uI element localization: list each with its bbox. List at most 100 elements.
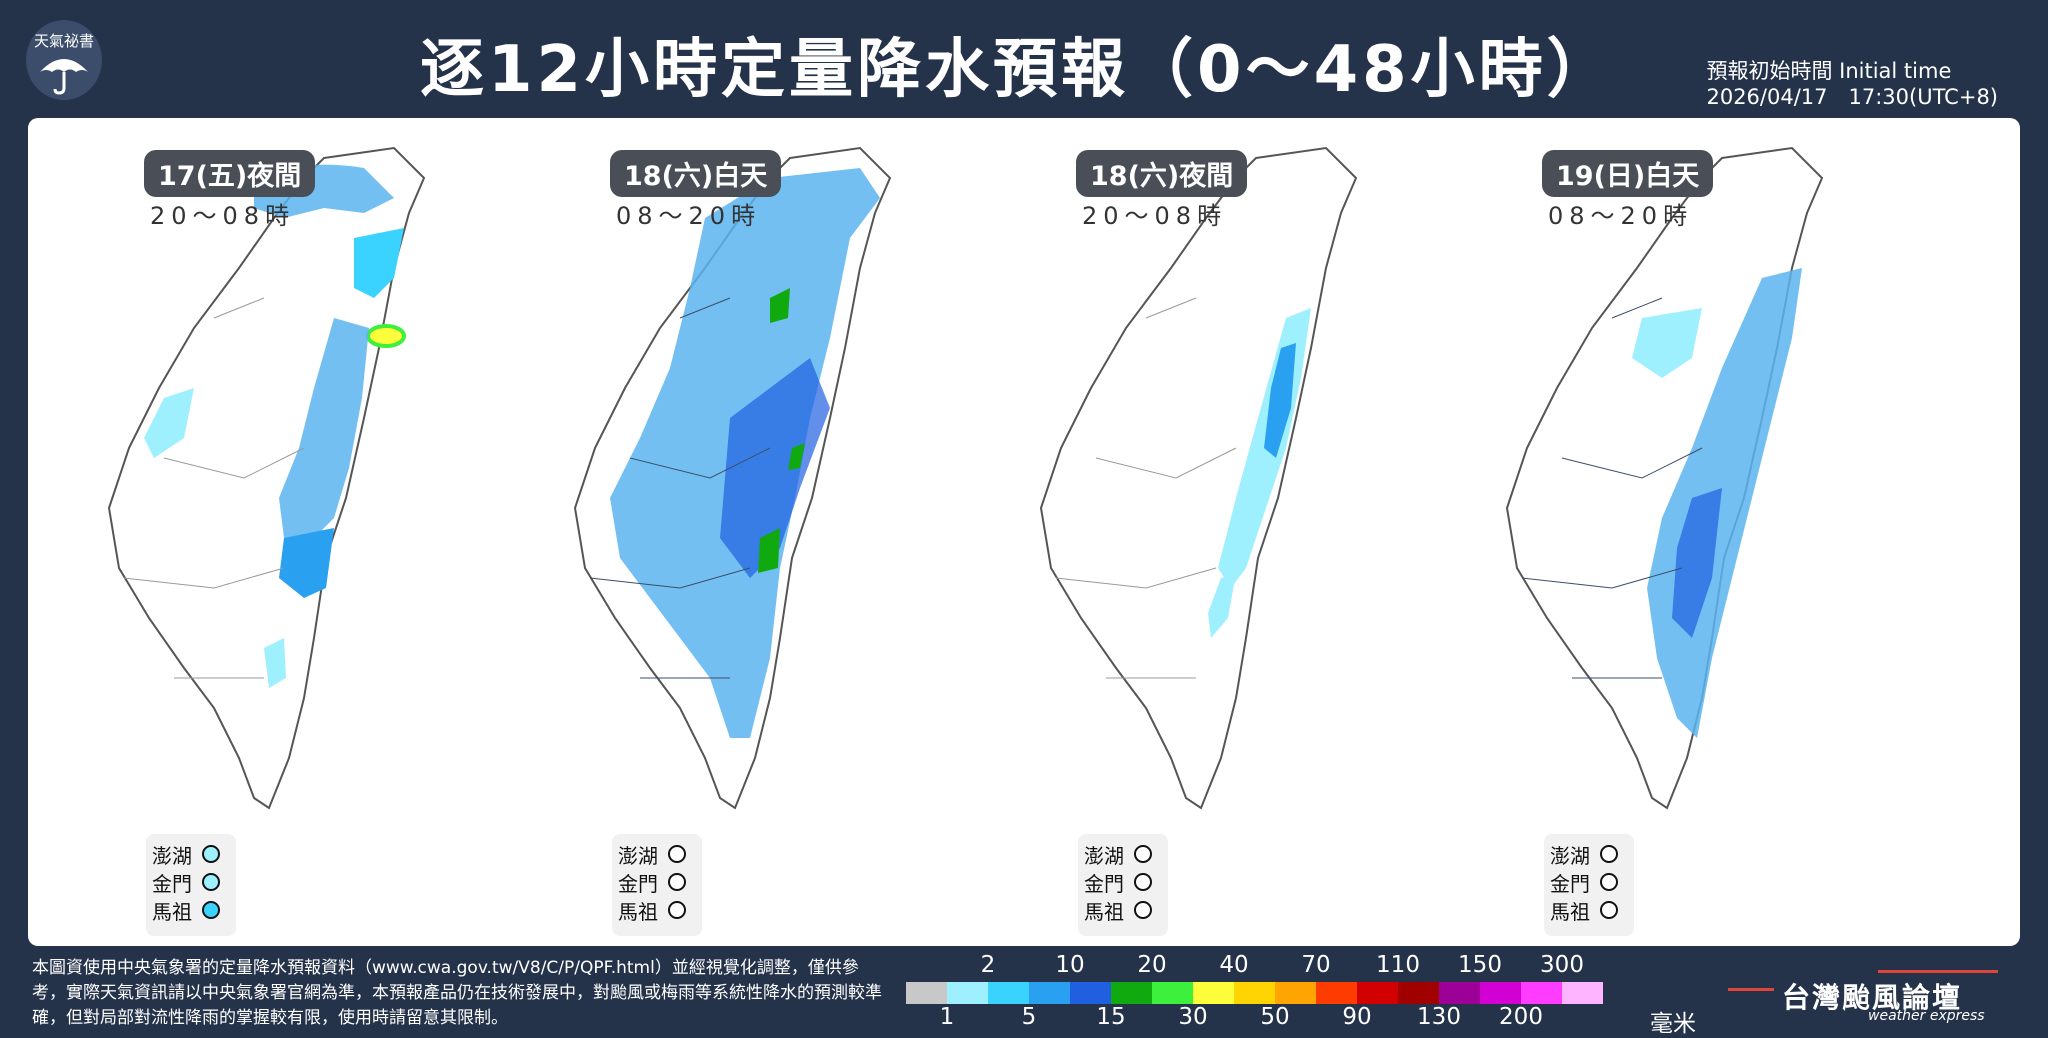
island-rain-dot [668,901,686,919]
taiwan-rain-map [1505,146,1824,810]
island-row-matsu: 馬祖 [1544,896,1634,924]
legend-swatch [947,982,988,1004]
island-rain-dot [1600,901,1618,919]
header: 天氣祕書 逐12小時定量降水預報（0～48小時） 預報初始時間 Initial … [0,0,2048,118]
taiwan-rain-map [573,146,892,810]
legend-swatch [1562,982,1603,1004]
legend-swatch [906,982,947,1004]
legend-swatch [1357,982,1398,1004]
legend-tick-label: 50 [1260,1004,1290,1030]
island-rain-dot [202,901,220,919]
legend-tick-label: 40 [1219,952,1249,978]
legend-swatch [988,982,1029,1004]
legend-swatch [1439,982,1480,1004]
legend-swatch [1029,982,1070,1004]
legend-swatch [1480,982,1521,1004]
island-rain-dot [1134,901,1152,919]
island-name: 金門 [1550,871,1590,896]
legend-tick-label: 10 [1055,952,1085,978]
island-rain-dot [668,873,686,891]
legend-swatch [1193,982,1234,1004]
island-name: 馬祖 [1084,899,1124,924]
legend-swatch [1275,982,1316,1004]
legend-tick-label: 5 [1021,1004,1037,1030]
legend-tick-label: 20 [1137,952,1167,978]
legend-tick-label: 15 [1096,1004,1126,1030]
island-name: 澎湖 [152,843,192,868]
legend-swatch [1398,982,1439,1004]
umbrella-icon [40,59,88,95]
outlying-islands: 澎湖 金門 馬祖 [1078,834,1168,936]
maps-panel: 17(五)夜間 20～08時 澎湖 金門 馬祖 18(六)白天 08～20時 澎… [28,118,2020,946]
legend-tick-label: 150 [1458,952,1502,978]
legend-tick-label: 130 [1417,1004,1461,1030]
island-row-kinmen: 金門 [1078,868,1168,896]
legend-tick-label: 300 [1540,952,1584,978]
legend-tick-label: 110 [1376,952,1420,978]
page-title: 逐12小時定量降水預報（0～48小時） [420,33,1615,107]
outlying-islands: 澎湖 金門 馬祖 [612,834,702,936]
legend-tick-label: 200 [1499,1004,1543,1030]
legend-swatch [1316,982,1357,1004]
legend-color-bar [906,982,1603,1004]
island-rain-dot [1600,845,1618,863]
island-rain-dot [1134,873,1152,891]
legend-swatch [1521,982,1562,1004]
period-hours-label: 08～20時 [1548,202,1694,230]
legend-swatch [1070,982,1111,1004]
taiwan-rain-map [1039,146,1358,810]
island-rain-dot [202,845,220,863]
island-rain-dot [202,873,220,891]
island-row-matsu: 馬祖 [146,896,236,924]
period-day-label: 18(六)白天 [610,150,782,197]
outlying-islands: 澎湖 金門 馬祖 [1544,834,1634,936]
island-row-kinmen: 金門 [1544,868,1634,896]
legend-swatch [1111,982,1152,1004]
legend-unit: 毫米 [1650,1011,1696,1037]
brand-accent-line [1878,970,1998,973]
legend-tick-label: 70 [1301,952,1331,978]
legend-swatch [1152,982,1193,1004]
initial-time: 預報初始時間 Initial time 2026/04/17 17:30(UTC… [1706,58,1998,110]
island-row-penghu: 澎湖 [1078,840,1168,868]
period-hours-label: 20～08時 [150,202,296,230]
island-rain-dot [1600,873,1618,891]
island-row-kinmen: 金門 [612,868,702,896]
island-name: 澎湖 [1550,843,1590,868]
legend-swatch [1234,982,1275,1004]
island-row-kinmen: 金門 [146,868,236,896]
legend-tick-label: 30 [1178,1004,1208,1030]
island-name: 金門 [152,871,192,896]
data-source-note: 本圖資使用中央氣象署的定量降水預報資料（www.cwa.gov.tw/V8/C/… [32,958,882,1028]
period-hours-label: 20～08時 [1082,202,1228,230]
island-name: 馬祖 [1550,899,1590,924]
forecast-map-1: 17(五)夜間 20～08時 澎湖 金門 馬祖 [64,118,530,946]
island-row-penghu: 澎湖 [1544,840,1634,868]
island-name: 馬祖 [152,899,192,924]
legend-tick-label: 1 [939,1004,955,1030]
island-row-matsu: 馬祖 [1078,896,1168,924]
logo-text: 天氣祕書 [33,32,94,50]
island-name: 澎湖 [1084,843,1124,868]
brand-name: 台灣颱風論壇 [1782,981,1963,1014]
forecast-map-2: 18(六)白天 08～20時 澎湖 金門 馬祖 [530,118,996,946]
brand-logo: 台灣颱風論壇 weather express [1728,966,2018,1026]
island-row-penghu: 澎湖 [146,840,236,868]
rainfall-legend: 1 5 15 30 50 90 130 200 2 10 20 40 70 110 150 300 毫米 [906,952,1696,1037]
period-day-label: 19(日)白天 [1542,150,1714,197]
brand-subtitle: weather express [1868,1008,1985,1024]
legend-tick-label: 2 [980,952,996,978]
taiwan-rain-map [107,146,426,810]
legend-tick-label: 90 [1342,1004,1372,1030]
period-hours-label: 08～20時 [616,202,762,230]
island-row-matsu: 馬祖 [612,896,702,924]
period-day-label: 18(六)夜間 [1076,150,1248,197]
island-name: 澎湖 [618,843,658,868]
init-label: 預報初始時間 Initial time [1706,59,1952,83]
forecast-map-3: 18(六)夜間 20～08時 澎湖 金門 馬祖 [996,118,1462,946]
init-value: 2026/04/17 17:30(UTC+8) [1706,85,1998,109]
island-name: 馬祖 [618,899,658,924]
outlying-islands: 澎湖 金門 馬祖 [146,834,236,936]
forecast-map-4: 19(日)白天 08～20時 澎湖 金門 馬祖 [1462,118,1928,946]
island-name: 金門 [618,871,658,896]
